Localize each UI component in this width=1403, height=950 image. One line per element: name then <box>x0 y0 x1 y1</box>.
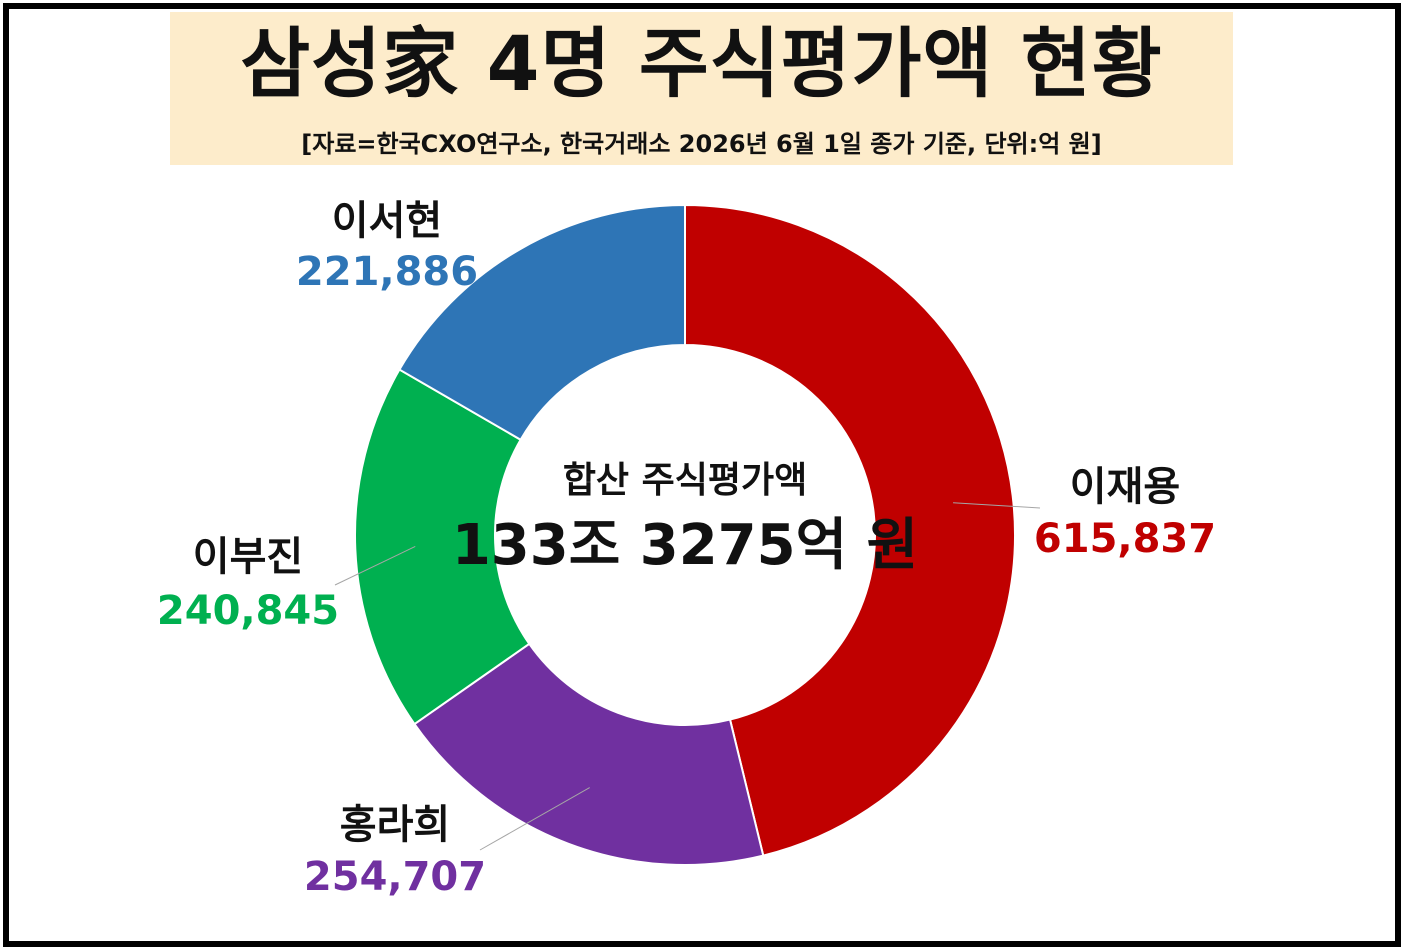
donut-slices <box>354 203 1016 866</box>
leader-lines <box>334 502 1041 851</box>
slice-value-label: 221,886 <box>296 249 478 295</box>
donut-slice <box>354 368 531 726</box>
slice-labels: 이재용 615,837 홍라희 254,707 이부진 240,845 이서현 221,886 <box>157 198 1216 900</box>
slice-name-label: 이서현 <box>332 198 442 244</box>
slice-name-label: 홍라희 <box>340 802 450 848</box>
title-banner: 삼성家 4명 주식평가액 현황 [자료=한국CXO연구소, 한국거래소 2026… <box>170 12 1233 165</box>
leader-line <box>334 545 416 586</box>
donut-slice <box>398 203 686 442</box>
donut-slice <box>684 203 1016 857</box>
leader-line <box>479 787 590 851</box>
center-total: 133조 3275억 원 <box>452 513 918 578</box>
slice-value-label: 254,707 <box>304 854 486 900</box>
slice-name-label: 이재용 <box>1070 464 1180 510</box>
leader-line <box>953 502 1041 509</box>
slice-value-label: 615,837 <box>1034 516 1216 562</box>
chart-subtitle: [자료=한국CXO연구소, 한국거래소 2026년 6월 1일 종가 기준, 단… <box>301 130 1102 158</box>
donut-slice <box>413 642 765 866</box>
slice-name-label: 이부진 <box>193 534 303 580</box>
slice-value-label: 240,845 <box>157 588 339 634</box>
chart-title: 삼성家 4명 주식평가액 현황 <box>240 19 1163 108</box>
center-label: 합산 주식평가액 <box>563 460 807 501</box>
